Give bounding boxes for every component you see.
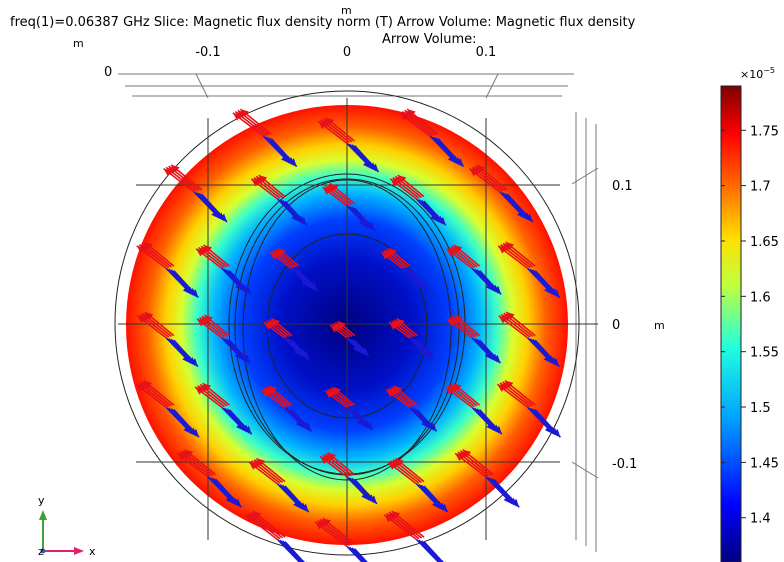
depth-tick-label: 0 (104, 65, 112, 80)
x-tick-label-1: 0 (343, 45, 351, 60)
colorbar-tick-label-0: 1.75 (750, 124, 779, 139)
colorbar-multiplier: ×10−5 (740, 66, 775, 81)
colorbar-ticks: 1.75 1.7 1.65 1.6 1.55 1.5 1.45 1.4 (721, 124, 779, 527)
arrow-cluster-4 (250, 174, 308, 226)
arrow-cluster-33 (244, 510, 307, 562)
y-tick-label-1: 0 (612, 318, 620, 333)
axes-triad: y x z (38, 494, 96, 558)
arrow-cluster-12 (445, 244, 502, 295)
arrow-cluster-9 (195, 244, 252, 295)
arrow-cluster-15 (196, 314, 251, 364)
arrow-cluster-28 (176, 448, 242, 508)
arrow-cluster-16 (263, 317, 310, 360)
right-axis-unit: m (654, 319, 665, 332)
outer-boundary (114, 90, 580, 556)
arrow-cluster-14 (136, 311, 199, 368)
triad-y-label: y (38, 494, 45, 507)
triad-z-label: z (38, 545, 44, 558)
arrow-cluster-11 (380, 247, 429, 292)
arrow-cluster-29 (248, 457, 310, 513)
x-tick-label-2: 0.1 (476, 45, 497, 60)
arrow-cluster-31 (387, 457, 449, 513)
colorbar-tick-label-7: 1.4 (750, 512, 771, 527)
chart-title: freq(1)=0.06387 GHz Slice: Magnetic flux… (10, 15, 636, 30)
arrow-cluster-20 (498, 311, 560, 368)
arrow-cluster-21 (135, 379, 200, 438)
colorbar-tick-label-5: 1.5 (750, 401, 771, 416)
x-tick-label-0: -0.1 (195, 45, 220, 60)
arrow-cluster-30 (319, 451, 378, 505)
arrow-cluster-8 (136, 241, 200, 299)
arrow-cluster-24 (324, 386, 374, 431)
arrow-cluster-6 (389, 174, 447, 226)
arrow-cluster-18 (388, 317, 435, 360)
arrow-cluster-22 (194, 382, 253, 435)
arrow-cluster-19 (446, 314, 501, 364)
arrow-cluster-0 (232, 108, 298, 168)
y-tick-label-2: -0.1 (612, 457, 637, 472)
arrow-cluster-7 (468, 164, 534, 223)
colorbar (720, 85, 742, 562)
arrow-cluster-10 (269, 247, 318, 292)
arrow-cluster-5 (322, 182, 376, 232)
left-axis-unit: m (73, 37, 84, 50)
arrow-cluster-25 (385, 385, 438, 432)
arrow-volume (135, 108, 562, 562)
arrow-cluster-3 (163, 164, 228, 223)
y-tick-label-0: 0.1 (612, 179, 633, 194)
arrow-cluster-32 (454, 448, 520, 508)
colorbar-tick-label-2: 1.65 (750, 235, 779, 250)
arrow-cluster-2 (399, 108, 465, 168)
arrow-cluster-27 (496, 379, 562, 438)
colorbar-tick-label-3: 1.6 (750, 290, 771, 305)
depth-axis (118, 73, 599, 552)
x-tick-labels: -0.1 0 0.1 (195, 45, 496, 60)
arrow-cluster-1 (317, 116, 380, 173)
colorbar-tick-label-6: 1.45 (750, 456, 779, 471)
triad-x-label: x (89, 545, 96, 558)
colorbar-tick-label-4: 1.55 (750, 346, 779, 361)
top-axis-unit: m (341, 4, 352, 17)
arrow-cluster-35 (383, 510, 446, 562)
colorbar-tick-label-1: 1.7 (750, 180, 771, 195)
arrow-cluster-13 (497, 241, 561, 299)
arrow-cluster-26 (444, 382, 503, 435)
arrow-cluster-34 (314, 517, 368, 562)
arrow-cluster-17 (329, 320, 370, 357)
chart-subtitle: Arrow Volume: (382, 32, 477, 47)
arrow-cluster-23 (260, 385, 313, 432)
y-tick-labels: 0.1 0 -0.1 (612, 179, 637, 472)
